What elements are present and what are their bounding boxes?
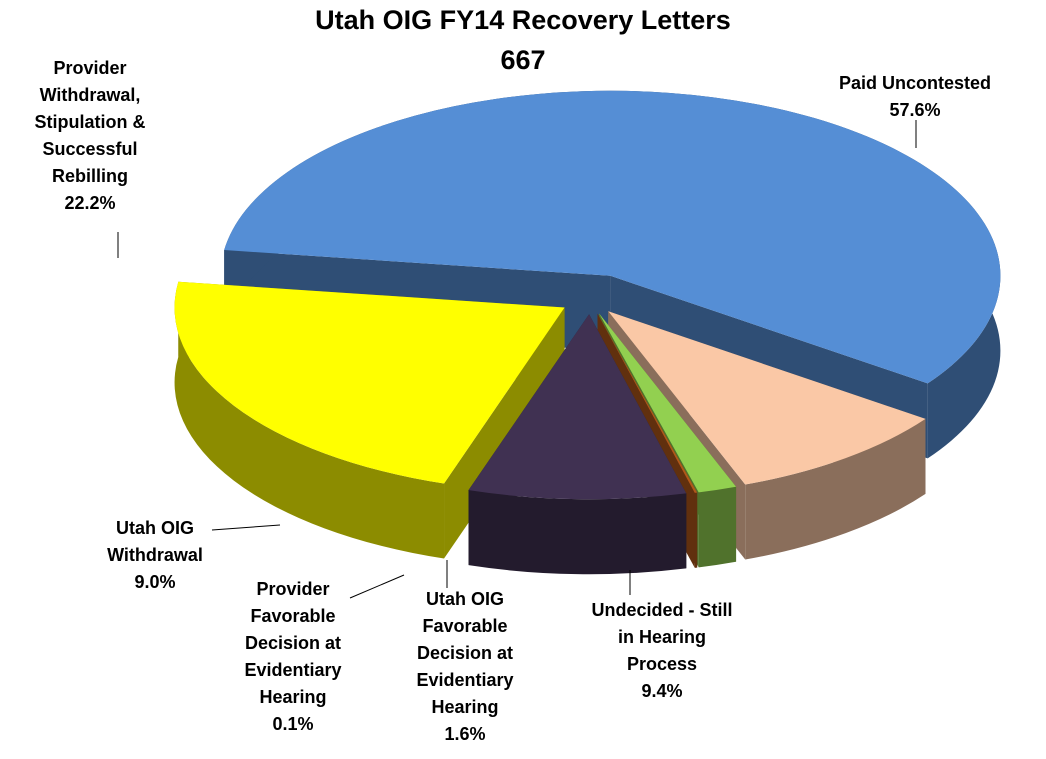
category-label: Undecided - Still in Hearing Process — [591, 600, 733, 674]
value-label: 9.0% — [134, 572, 176, 592]
slice-label: Provider Withdrawal, Stipulation & Succe… — [15, 55, 165, 217]
value-label: 0.1% — [272, 714, 314, 734]
category-label: Provider Withdrawal, Stipulation & Succe… — [34, 58, 146, 186]
value-label: 22.2% — [64, 193, 116, 213]
slice — [468, 314, 687, 500]
chart-subtitle: 667 — [500, 45, 546, 75]
slice — [597, 313, 698, 493]
slice-side — [174, 281, 445, 559]
slice-side — [694, 492, 698, 568]
category-label: Provider Favorable Decision at Evidentia… — [244, 579, 342, 707]
slice-side — [698, 486, 737, 568]
slice — [174, 281, 565, 484]
slice — [608, 311, 926, 485]
slice-label: Utah OIG Withdrawal 9.0% — [90, 515, 220, 596]
category-label: Paid Uncontested — [838, 73, 992, 93]
category-label: Utah OIG Withdrawal — [107, 518, 203, 565]
leader-line — [349, 574, 405, 599]
slice — [224, 90, 1001, 384]
chart-title: Utah OIG FY14 Recovery Letters — [315, 5, 731, 35]
value-label: 1.6% — [444, 724, 486, 744]
slice — [599, 313, 737, 493]
slice-side — [468, 490, 687, 575]
slice-label: Paid Uncontested 57.6% — [800, 70, 1030, 124]
leader-line — [211, 524, 281, 531]
value-label: 9.4% — [641, 681, 683, 701]
slice-side — [745, 418, 926, 560]
slice-label: Utah OIG Favorable Decision at Evidentia… — [400, 586, 530, 748]
slice-label: Undecided - Still in Hearing Process 9.4… — [583, 597, 741, 705]
category-label: Utah OIG Favorable Decision at Evidentia… — [416, 589, 514, 717]
value-label: 57.6% — [889, 100, 941, 120]
slice-label: Provider Favorable Decision at Evidentia… — [228, 576, 358, 738]
